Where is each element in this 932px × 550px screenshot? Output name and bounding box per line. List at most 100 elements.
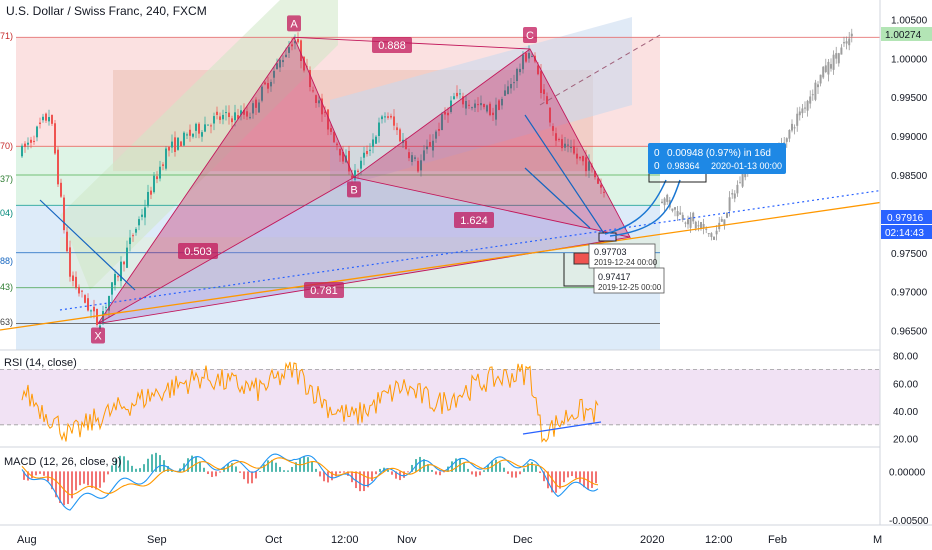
measure-prefix-2: 0	[654, 161, 660, 172]
projected-candle-body	[692, 212, 695, 222]
candle-body	[108, 295, 110, 311]
candle-body	[597, 178, 599, 184]
candle-body	[252, 103, 254, 114]
projected-candle-body	[741, 172, 744, 187]
macd-label: MACD (12, 26, close, 9)	[4, 456, 121, 468]
candle-body	[318, 100, 320, 104]
candle-body	[279, 59, 281, 68]
pattern-xbd	[98, 177, 630, 324]
fib-level-label: 88)	[0, 256, 13, 266]
candle-body	[561, 139, 563, 149]
candle-body	[321, 98, 323, 115]
macd-histogram-bar	[55, 471, 57, 498]
ratio-badge	[454, 212, 494, 228]
pattern-point-badge	[91, 327, 105, 344]
macd-histogram-bar	[275, 462, 277, 472]
pattern-point-badge	[523, 27, 537, 43]
candle-body	[204, 124, 206, 132]
ratio-badge	[372, 37, 412, 53]
macd-histogram-bar	[371, 471, 373, 481]
measure-date: 2020-01-13 00:00	[711, 161, 782, 171]
candle-body	[21, 145, 23, 157]
d-zone-box	[598, 232, 617, 242]
projected-candle-body	[663, 198, 666, 206]
rsi-panel[interactable]: RSI (14, close)	[0, 349, 932, 443]
projected-candle-body	[791, 123, 793, 131]
macd-histogram-bar	[267, 460, 269, 472]
candle-body	[27, 142, 29, 145]
candle-body	[381, 116, 383, 120]
candle-body	[129, 237, 131, 245]
pattern-point-label: C	[526, 30, 534, 42]
macd-histogram-bar	[343, 471, 345, 473]
candle-body	[486, 105, 488, 112]
macd-histogram-bar	[139, 468, 141, 472]
last-price-value: 1.00274	[885, 30, 922, 41]
macd-histogram-bar	[283, 470, 285, 472]
candle-body	[576, 153, 578, 159]
macd-panel[interactable]: MACD (12, 26, close, 9)	[0, 446, 932, 511]
candle-body	[111, 282, 113, 295]
marker-price-badge	[881, 210, 932, 224]
candle-body	[528, 53, 530, 59]
trendline-d-upper	[524, 114, 606, 236]
marker-price-value: 0.97916	[887, 213, 924, 224]
candle-body	[570, 146, 572, 148]
macd-histogram-bar	[471, 471, 473, 475]
macd-histogram-bar	[91, 471, 93, 489]
trendline-left-blue	[39, 199, 136, 291]
macd-histogram-bar	[411, 464, 413, 472]
macd-histogram-bar	[423, 459, 425, 472]
projected-candle-body	[726, 212, 728, 218]
macd-histogram-bar	[571, 471, 573, 477]
zone-lightgreen	[60, 237, 660, 288]
candle-body	[237, 115, 239, 119]
macd-histogram-bar	[287, 470, 289, 472]
candle-body	[51, 114, 53, 124]
projected-candle-body	[840, 47, 843, 55]
candle-body	[327, 109, 329, 130]
candle-body	[138, 219, 140, 226]
candle-body	[300, 40, 302, 62]
projected-candle-body	[661, 201, 663, 204]
x-axis-label: 12:00	[705, 534, 733, 546]
price-panel[interactable]	[0, 0, 932, 350]
projected-candle-body	[720, 219, 723, 222]
macd-histogram-bar	[319, 471, 321, 477]
candle-body	[549, 107, 551, 123]
macd-histogram-bar	[203, 467, 205, 472]
candle-body	[453, 96, 455, 100]
rsi-divergence-line	[522, 421, 602, 435]
d-zone-red	[573, 252, 592, 265]
macd-histogram-bar	[115, 458, 117, 472]
macd-histogram-bar	[259, 471, 261, 472]
macd-histogram-bar	[403, 471, 405, 478]
macd-histogram-bar	[439, 471, 441, 476]
macd-histogram-bar	[347, 471, 349, 476]
trendline-blue-dotted	[59, 182, 932, 311]
countdown-badge	[881, 225, 932, 239]
macd-histogram-bar	[355, 471, 357, 489]
candle-body	[228, 112, 230, 118]
projected-candle-body	[744, 172, 747, 178]
macd-histogram-bar	[535, 465, 537, 472]
candle-body	[573, 146, 575, 154]
candle-body	[543, 89, 545, 95]
macd-histogram-bar	[407, 471, 409, 473]
projected-candle-body	[739, 182, 741, 184]
macd-histogram-bar	[251, 471, 253, 484]
projected-candle-body	[679, 212, 682, 215]
candle-body	[411, 155, 413, 162]
candle-body	[267, 83, 269, 89]
candle-body	[423, 150, 425, 161]
macd-histogram-bar	[43, 471, 45, 476]
projected-candle-body	[835, 53, 838, 59]
candle-body	[105, 307, 107, 309]
candle-body	[471, 107, 473, 109]
candle-body	[480, 103, 482, 106]
ratio-label: 1.624	[460, 215, 488, 227]
candle-body	[87, 298, 89, 311]
candle-body	[66, 231, 68, 252]
macd-histogram-bar	[399, 471, 401, 481]
